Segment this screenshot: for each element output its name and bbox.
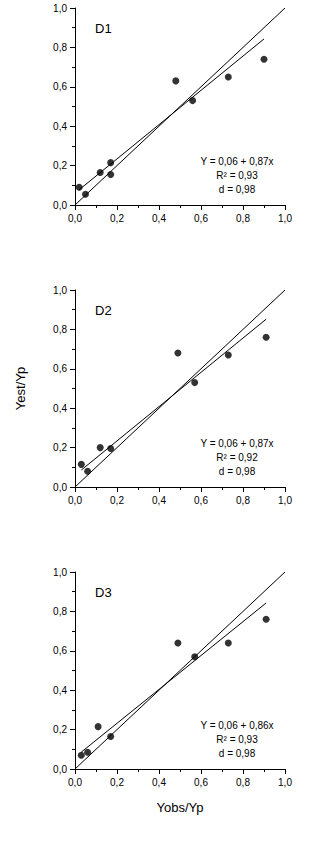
svg-text:0,8: 0,8	[53, 42, 67, 53]
svg-text:d = 0,98: d = 0,98	[219, 184, 256, 195]
svg-text:0,0: 0,0	[68, 495, 82, 506]
svg-text:Y = 0,06 + 0,86x: Y = 0,06 + 0,86x	[200, 720, 273, 731]
svg-text:D2: D2	[95, 303, 112, 318]
svg-text:R² = 0,93: R² = 0,93	[216, 734, 258, 745]
svg-text:0,2: 0,2	[110, 213, 124, 224]
svg-text:1,0: 1,0	[278, 495, 292, 506]
svg-text:1,0: 1,0	[278, 213, 292, 224]
svg-text:0,4: 0,4	[53, 685, 67, 696]
svg-text:Yest/Yp: Yest/Yp	[13, 367, 28, 410]
svg-text:0,6: 0,6	[53, 81, 67, 92]
svg-text:0,0: 0,0	[53, 200, 67, 211]
svg-text:0,2: 0,2	[110, 495, 124, 506]
svg-text:0,6: 0,6	[194, 777, 208, 788]
svg-text:0,8: 0,8	[236, 213, 250, 224]
svg-text:1,0: 1,0	[278, 777, 292, 788]
svg-text:d = 0,98: d = 0,98	[219, 748, 256, 759]
svg-text:0,4: 0,4	[53, 121, 67, 132]
svg-text:0,0: 0,0	[68, 213, 82, 224]
svg-text:0,0: 0,0	[53, 764, 67, 775]
svg-text:0,6: 0,6	[53, 645, 67, 656]
svg-text:0,4: 0,4	[53, 403, 67, 414]
svg-text:0,4: 0,4	[152, 495, 166, 506]
svg-text:R² = 0,92: R² = 0,92	[216, 452, 258, 463]
svg-text:0,4: 0,4	[152, 213, 166, 224]
svg-text:R² = 0,93: R² = 0,93	[216, 170, 258, 181]
svg-text:D1: D1	[95, 21, 112, 36]
svg-text:0,4: 0,4	[152, 777, 166, 788]
svg-text:0,8: 0,8	[236, 777, 250, 788]
svg-text:0,2: 0,2	[53, 724, 67, 735]
svg-text:d = 0,98: d = 0,98	[219, 466, 256, 477]
svg-text:Y = 0,06 + 0,87x: Y = 0,06 + 0,87x	[200, 156, 273, 167]
svg-text:0,2: 0,2	[53, 442, 67, 453]
svg-text:0,8: 0,8	[53, 324, 67, 335]
svg-text:Y = 0,06 + 0,87x: Y = 0,06 + 0,87x	[200, 438, 273, 449]
svg-text:0,0: 0,0	[53, 482, 67, 493]
svg-text:0,8: 0,8	[236, 495, 250, 506]
svg-text:0,6: 0,6	[194, 213, 208, 224]
svg-text:0,6: 0,6	[194, 495, 208, 506]
svg-text:0,0: 0,0	[68, 777, 82, 788]
svg-text:0,8: 0,8	[53, 606, 67, 617]
svg-text:0,2: 0,2	[53, 160, 67, 171]
svg-text:0,6: 0,6	[53, 363, 67, 374]
svg-text:1,0: 1,0	[53, 3, 67, 14]
svg-text:0,2: 0,2	[110, 777, 124, 788]
svg-text:1,0: 1,0	[53, 285, 67, 296]
svg-text:Yobs/Yp: Yobs/Yp	[157, 800, 204, 815]
svg-text:1,0: 1,0	[53, 567, 67, 578]
svg-text:D3: D3	[95, 585, 112, 600]
